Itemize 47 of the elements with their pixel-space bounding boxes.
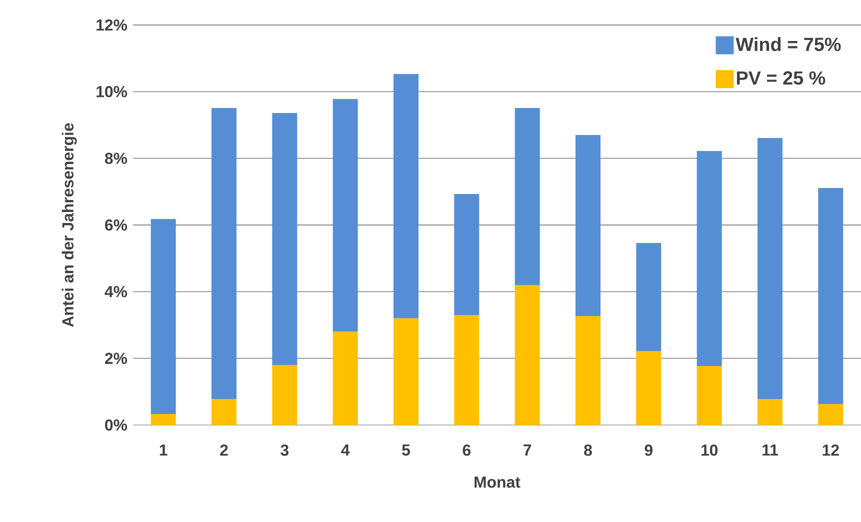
x-tick-label: 9 [644, 444, 653, 456]
x-tick-label: 10 [701, 444, 718, 456]
bar [636, 351, 662, 425]
x-tick-label: 3 [280, 444, 289, 456]
bar [332, 332, 358, 425]
x-axis-title: Monat [474, 476, 520, 488]
y-tick-label: 0% [105, 419, 128, 431]
x-tick-label: 11 [762, 444, 778, 456]
bar [454, 315, 480, 425]
bar [394, 74, 419, 318]
legend-label: PV = 25 % [736, 71, 826, 85]
y-axis-title: Antei an der Jahresenergie [62, 123, 77, 327]
x-tick-label: 7 [524, 444, 532, 456]
x-tick-label: 5 [402, 444, 410, 456]
bar [272, 112, 298, 365]
y-tick-label: 10% [96, 86, 128, 98]
bar [514, 285, 540, 425]
bar [150, 414, 176, 425]
bar [636, 243, 662, 351]
bar [514, 108, 540, 285]
bar [150, 218, 176, 414]
y-tick-label: 6% [105, 219, 128, 231]
x-tick-label: 2 [220, 444, 228, 456]
bar [758, 399, 783, 425]
bar [696, 150, 722, 366]
bar [576, 134, 601, 316]
bar [212, 399, 237, 425]
bar [212, 108, 237, 399]
x-tick-label: 1 [160, 444, 168, 456]
x-tick-label: 12 [822, 444, 839, 456]
y-tick-label: 2% [104, 352, 128, 364]
bar [818, 404, 844, 425]
y-tick-label: 8% [104, 152, 128, 164]
bar [818, 188, 844, 404]
y-tick-label: 4% [104, 286, 128, 298]
y-tick-label: 12% [96, 19, 128, 31]
bar [332, 98, 358, 332]
legend-label: Wind = 75% [736, 37, 841, 52]
bar [454, 194, 480, 315]
x-tick-label: 6 [462, 444, 471, 456]
bar [576, 316, 601, 425]
bar [696, 366, 722, 425]
bar [758, 138, 783, 399]
bar [394, 318, 419, 425]
bar [272, 365, 298, 425]
x-tick-label: 4 [341, 444, 350, 456]
x-tick-label: 8 [584, 444, 592, 456]
